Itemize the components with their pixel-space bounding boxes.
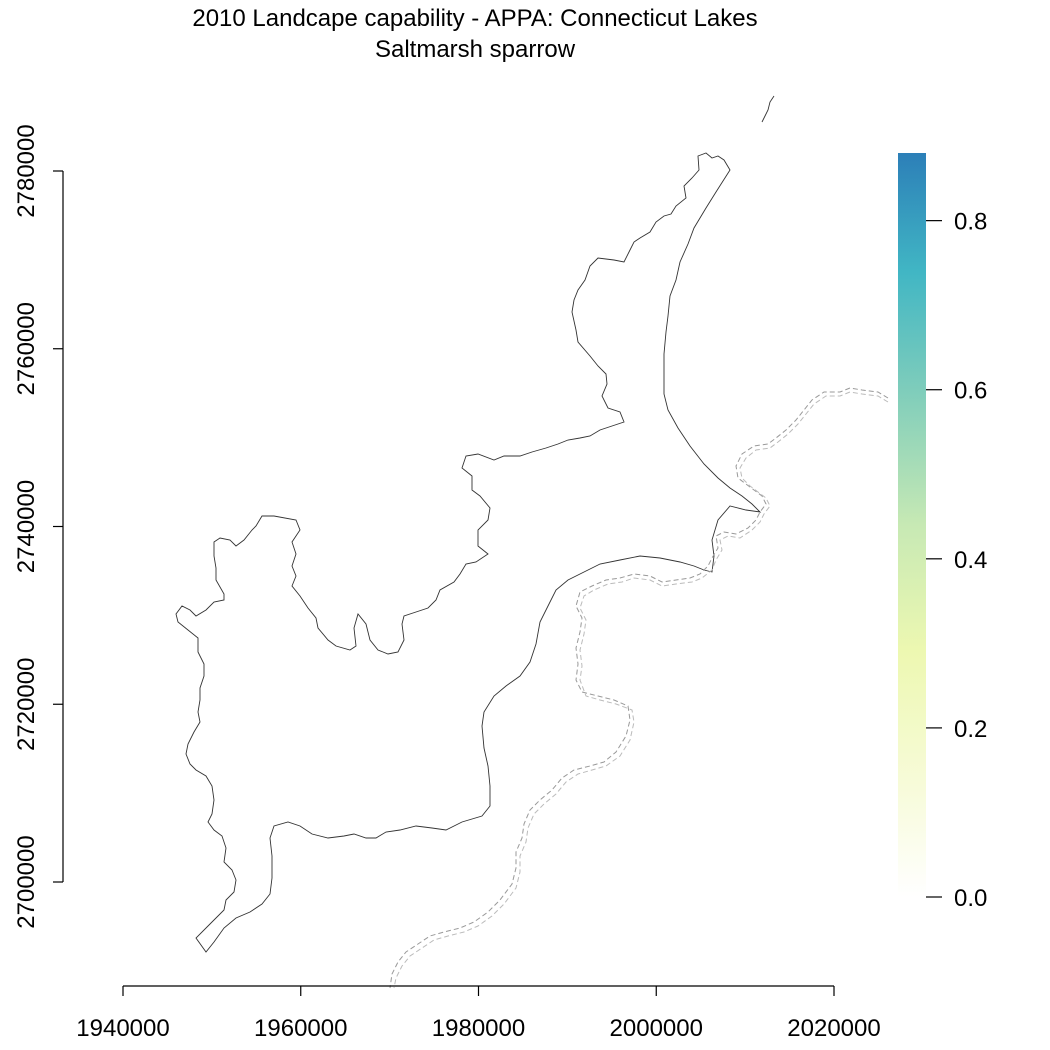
y-tick-label: 2740000 bbox=[13, 480, 40, 573]
x-tick-label: 1960000 bbox=[254, 1015, 347, 1042]
x-axis: 1940000 1960000 1980000 2000000 2020000 bbox=[76, 985, 881, 1042]
x-tick-label: 2000000 bbox=[610, 1015, 703, 1042]
x-tick-label: 1980000 bbox=[432, 1015, 525, 1042]
y-tick-label: 2760000 bbox=[13, 302, 40, 395]
colorbar bbox=[898, 153, 926, 897]
chart-title: 2010 Landcape capability - APPA: Connect… bbox=[192, 5, 757, 32]
x-tick-label: 1940000 bbox=[76, 1015, 169, 1042]
y-axis: 2700000 2720000 2740000 2760000 2780000 bbox=[13, 124, 64, 929]
colorbar-tick-label: 0.2 bbox=[954, 716, 987, 743]
state-border-line-parallel bbox=[393, 391, 889, 989]
state-border-line bbox=[389, 387, 889, 989]
colorbar-axis: 0.0 0.2 0.4 0.6 0.8 bbox=[926, 209, 987, 912]
y-tick-label: 2780000 bbox=[13, 124, 40, 217]
study-area-boundary bbox=[175, 152, 762, 953]
chart-subtitle: Saltmarsh sparrow bbox=[375, 36, 576, 63]
colorbar-tick-label: 0.4 bbox=[954, 547, 987, 574]
boundary-fragment bbox=[761, 95, 775, 123]
colorbar-tick-label: 0.0 bbox=[954, 885, 987, 912]
y-tick-label: 2720000 bbox=[13, 658, 40, 751]
y-tick-label: 2700000 bbox=[13, 835, 40, 928]
x-tick-label: 2020000 bbox=[787, 1015, 880, 1042]
colorbar-tick-label: 0.8 bbox=[954, 209, 987, 236]
colorbar-tick-label: 0.6 bbox=[954, 378, 987, 405]
